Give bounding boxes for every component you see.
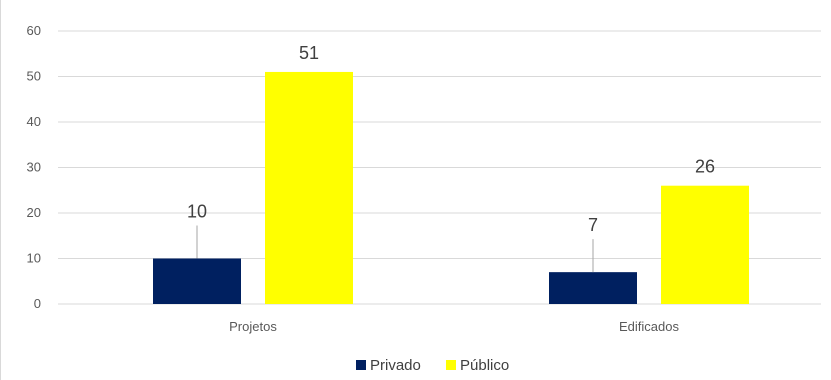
- legend-swatch-privado: [356, 360, 366, 370]
- legend-item-publico: Público: [446, 357, 509, 374]
- data-label-publico-projetos: 51: [299, 43, 319, 63]
- data-label-privado-edificados: 7: [588, 215, 598, 235]
- bar-publico-edificados: [661, 185, 749, 304]
- x-axis-categories: Projetos Edificados: [229, 319, 679, 334]
- y-tick-label-40: 40: [27, 114, 41, 129]
- data-labels: 10 51 7 26: [187, 43, 715, 235]
- legend-item-privado: Privado: [356, 357, 421, 374]
- leader-lines: [196, 225, 594, 273]
- y-tick-label-10: 10: [27, 251, 41, 266]
- legend-label-publico: Público: [460, 357, 509, 374]
- category-label-projetos: Projetos: [229, 319, 277, 334]
- data-label-privado-projetos: 10: [187, 202, 207, 222]
- category-label-edificados: Edificados: [619, 319, 679, 334]
- y-tick-label-60: 60: [27, 23, 41, 38]
- y-tick-label-50: 50: [27, 69, 41, 84]
- bar-privado-projetos: [153, 258, 241, 304]
- legend-swatch-publico: [446, 360, 456, 370]
- data-label-publico-edificados: 26: [695, 157, 715, 177]
- y-axis-ticks: 0 10 20 30 40 50 60: [27, 23, 41, 311]
- bars: [153, 71, 749, 304]
- legend-label-privado: Privado: [370, 357, 421, 374]
- y-tick-label-30: 30: [27, 160, 41, 175]
- y-tick-label-20: 20: [27, 205, 41, 220]
- y-tick-label-0: 0: [34, 296, 41, 311]
- legend: Privado Público: [356, 357, 509, 374]
- bar-privado-edificados: [549, 272, 637, 304]
- bar-publico-projetos: [265, 71, 353, 304]
